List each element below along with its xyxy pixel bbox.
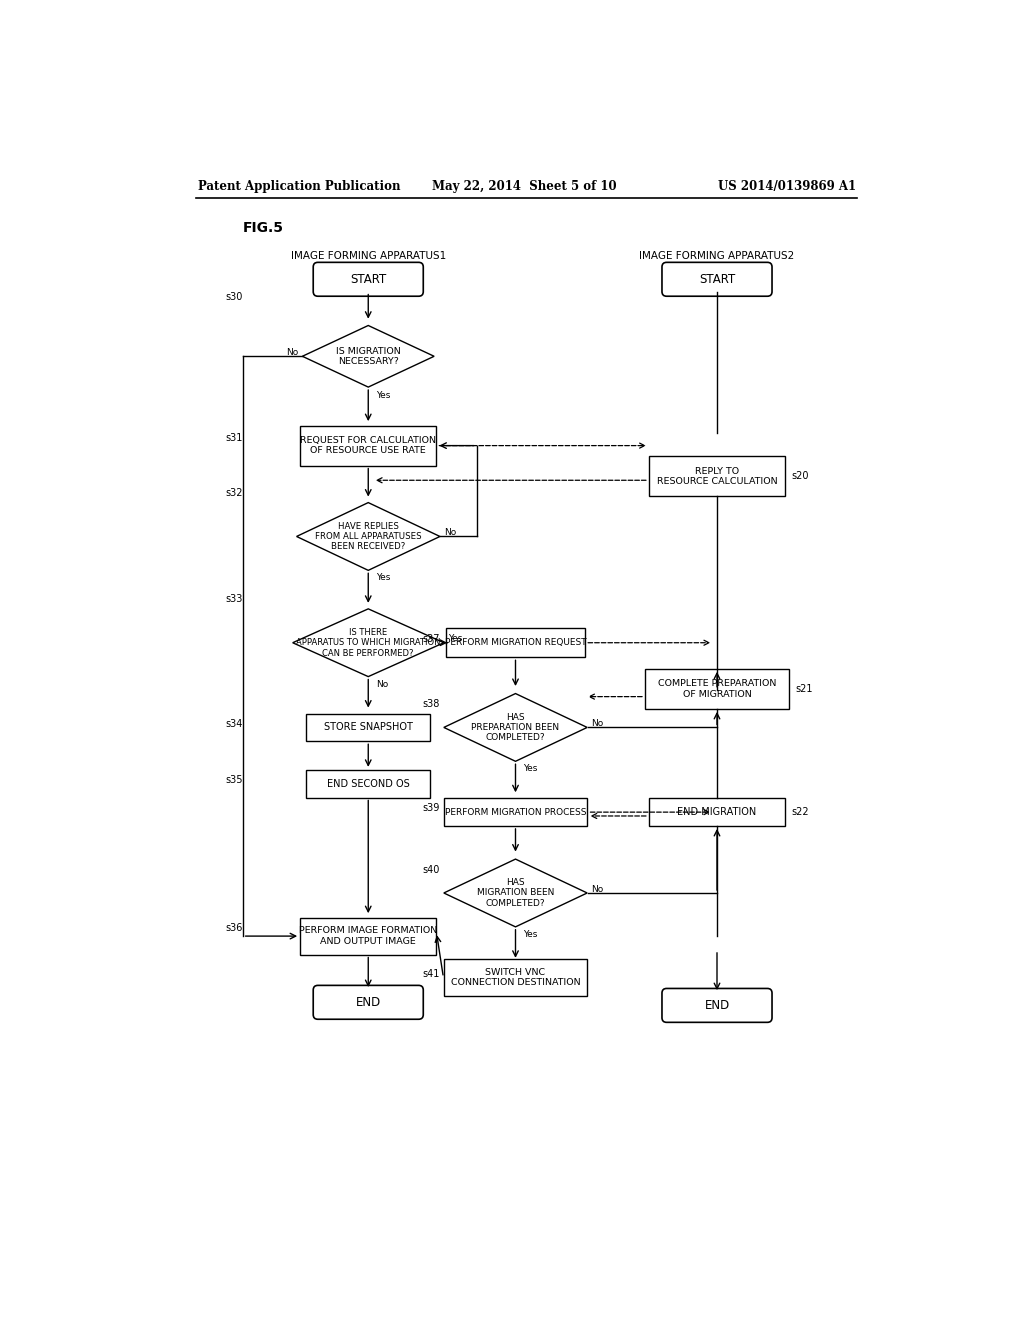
Text: s30: s30	[225, 293, 243, 302]
Text: s31: s31	[225, 433, 243, 444]
Text: No: No	[444, 528, 457, 537]
Bar	[443, 960, 587, 997]
Text: Yes: Yes	[376, 391, 390, 400]
Text: Yes: Yes	[523, 764, 538, 774]
Text: IS THERE
APPARATUS TO WHICH MIGRATION
CAN BE PERFORMED?: IS THERE APPARATUS TO WHICH MIGRATION CA…	[296, 628, 440, 657]
Text: s21: s21	[796, 684, 813, 694]
Text: HAS
PREPARATION BEEN
COMPLETED?: HAS PREPARATION BEEN COMPLETED?	[471, 713, 559, 742]
FancyBboxPatch shape	[313, 985, 423, 1019]
Text: HAS
MIGRATION BEEN
COMPLETED?: HAS MIGRATION BEEN COMPLETED?	[477, 878, 554, 908]
Bar	[645, 669, 788, 709]
Bar	[445, 628, 586, 657]
Text: END: END	[355, 995, 381, 1008]
Text: s22: s22	[792, 807, 809, 817]
Bar	[300, 425, 436, 466]
Text: May 22, 2014  Sheet 5 of 10: May 22, 2014 Sheet 5 of 10	[432, 181, 617, 194]
Polygon shape	[302, 326, 434, 387]
Text: s38: s38	[422, 700, 439, 709]
Bar	[300, 917, 436, 954]
Text: END: END	[705, 999, 730, 1012]
Text: Patent Application Publication: Patent Application Publication	[198, 181, 400, 194]
Polygon shape	[443, 859, 587, 927]
Text: No: No	[592, 719, 604, 729]
Text: No: No	[376, 680, 388, 689]
Text: s36: s36	[225, 924, 243, 933]
Text: s35: s35	[225, 775, 243, 785]
Text: PERFORM MIGRATION PROCESS: PERFORM MIGRATION PROCESS	[444, 808, 587, 817]
Text: No: No	[592, 884, 604, 894]
Text: Yes: Yes	[523, 929, 538, 939]
Text: No: No	[287, 348, 299, 356]
Polygon shape	[443, 693, 587, 762]
Text: COMPLETE PREPARATION
OF MIGRATION: COMPLETE PREPARATION OF MIGRATION	[657, 680, 776, 698]
Polygon shape	[293, 609, 443, 677]
Polygon shape	[297, 503, 440, 570]
Text: IMAGE FORMING APPARATUS2: IMAGE FORMING APPARATUS2	[639, 251, 795, 261]
Text: PERFORM IMAGE FORMATION
AND OUTPUT IMAGE: PERFORM IMAGE FORMATION AND OUTPUT IMAGE	[299, 927, 437, 946]
Text: SWITCH VNC
CONNECTION DESTINATION: SWITCH VNC CONNECTION DESTINATION	[451, 968, 581, 987]
Text: US 2014/0139869 A1: US 2014/0139869 A1	[719, 181, 856, 194]
Text: HAVE REPLIES
FROM ALL APPARATUSES
BEEN RECEIVED?: HAVE REPLIES FROM ALL APPARATUSES BEEN R…	[315, 521, 422, 552]
Bar	[443, 799, 587, 826]
Text: Yes: Yes	[376, 573, 390, 582]
Text: START: START	[698, 273, 735, 286]
Text: END SECOND OS: END SECOND OS	[327, 779, 410, 788]
Text: REPLY TO
RESOURCE CALCULATION: REPLY TO RESOURCE CALCULATION	[656, 467, 777, 486]
Text: s34: s34	[225, 718, 243, 729]
Text: PERFORM MIGRATION REQUEST: PERFORM MIGRATION REQUEST	[444, 639, 587, 647]
Bar	[649, 457, 784, 496]
Text: START: START	[350, 273, 386, 286]
Bar	[306, 714, 430, 742]
Text: REQUEST FOR CALCULATION
OF RESOURCE USE RATE: REQUEST FOR CALCULATION OF RESOURCE USE …	[300, 436, 436, 455]
Text: FIG.5: FIG.5	[243, 220, 284, 235]
Bar	[306, 770, 430, 797]
Text: s37: s37	[422, 634, 439, 644]
FancyBboxPatch shape	[662, 263, 772, 296]
FancyBboxPatch shape	[662, 989, 772, 1022]
Text: s20: s20	[792, 471, 809, 482]
Text: END MIGRATION: END MIGRATION	[677, 807, 757, 817]
Text: s32: s32	[225, 488, 243, 498]
Text: IMAGE FORMING APPARATUS1: IMAGE FORMING APPARATUS1	[291, 251, 445, 261]
Text: s40: s40	[422, 865, 439, 875]
FancyBboxPatch shape	[313, 263, 423, 296]
Text: s41: s41	[422, 969, 439, 979]
Text: s33: s33	[225, 594, 243, 605]
Bar	[649, 799, 784, 826]
Text: IS MIGRATION
NECESSARY?: IS MIGRATION NECESSARY?	[336, 347, 400, 366]
Text: Yes: Yes	[449, 635, 463, 643]
Text: STORE SNAPSHOT: STORE SNAPSHOT	[324, 722, 413, 733]
Text: s39: s39	[422, 804, 439, 813]
